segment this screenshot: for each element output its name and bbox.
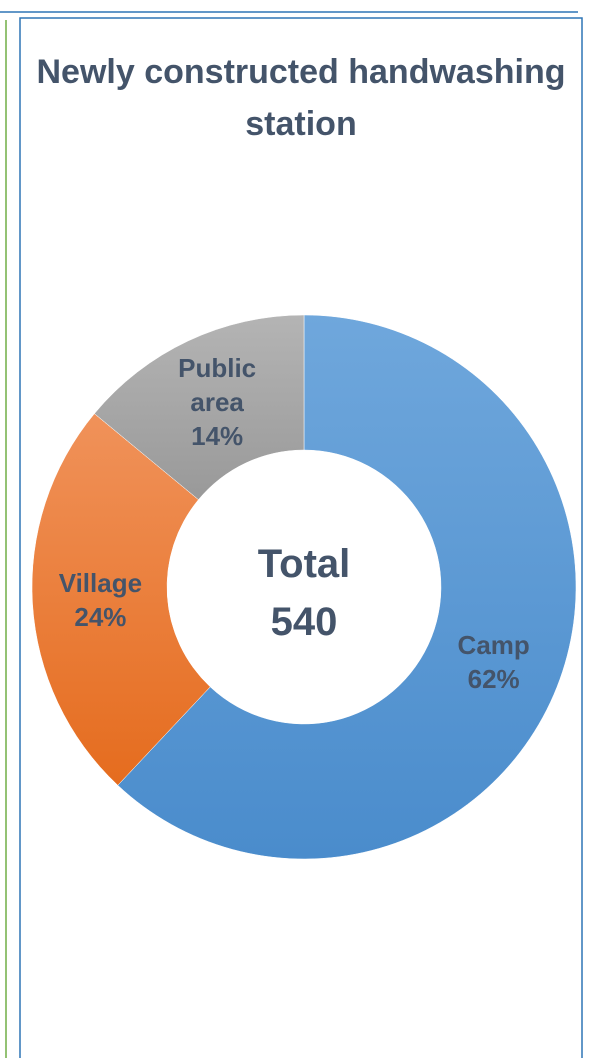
slice-category: Camp	[457, 630, 530, 661]
slice-label: Camp 62%	[452, 628, 536, 696]
center-total: 540	[270, 600, 338, 644]
panel-border	[19, 17, 583, 1058]
slice-category: Public area	[178, 353, 257, 418]
slice-label: Public area 14%	[175, 351, 259, 453]
donut-slice	[117, 314, 577, 860]
slice-value: 24%	[74, 601, 127, 632]
slice-category: Village	[58, 567, 143, 598]
chart-title: Newly constructed handwashing station	[36, 53, 566, 143]
slice-value: 62%	[467, 664, 520, 695]
donut-slice	[94, 314, 305, 501]
center-label: Total	[257, 542, 351, 586]
slice-label: Village 24%	[58, 566, 142, 634]
slice-value: 14%	[191, 421, 244, 452]
donut-slice	[31, 413, 211, 786]
